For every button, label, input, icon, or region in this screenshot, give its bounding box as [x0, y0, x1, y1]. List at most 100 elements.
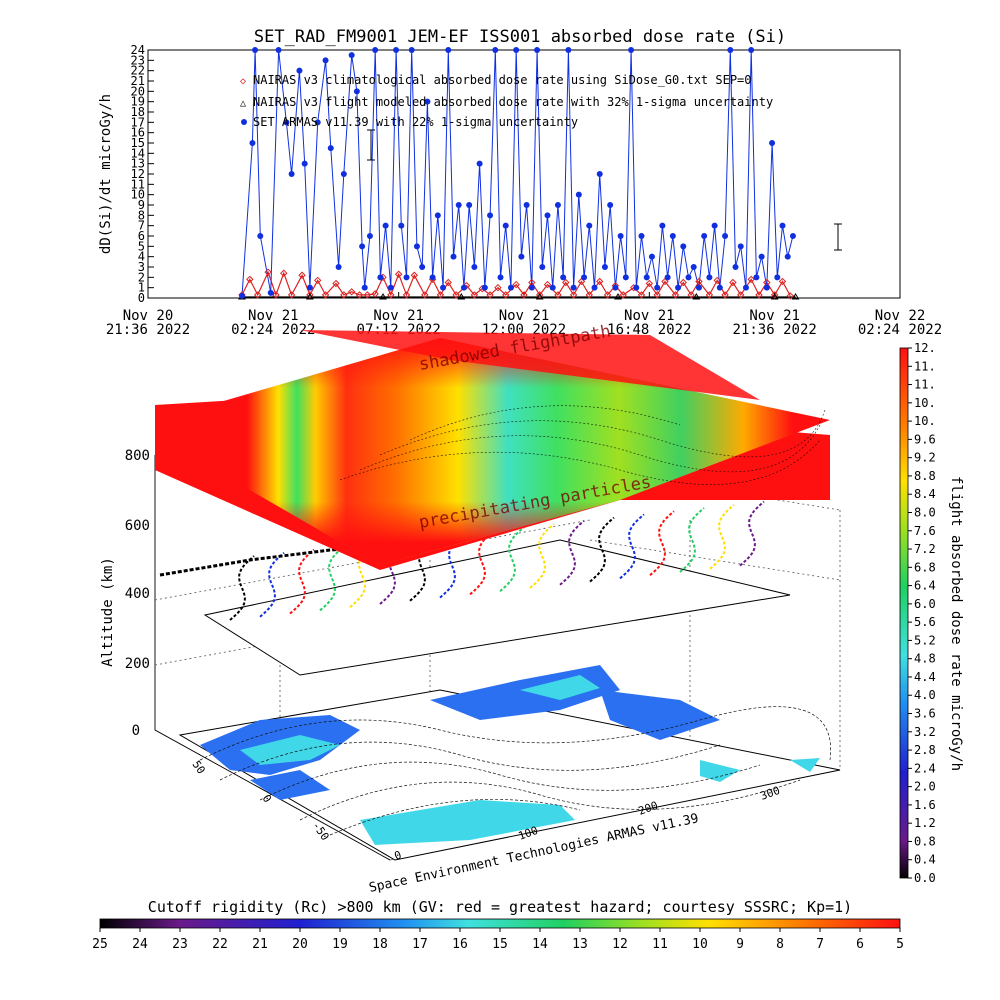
y-tick-label: 10 — [131, 188, 145, 202]
point-climatological — [661, 277, 669, 286]
colorbar-bottom-tick-label: 15 — [492, 937, 508, 952]
colorbar-right-tick-label: 12. — [914, 341, 936, 355]
point-armas — [716, 284, 723, 291]
x-tick-day: Nov 21 — [248, 308, 299, 324]
point-armas — [419, 264, 426, 270]
point-armas — [774, 274, 781, 281]
x-tick-day: Nov 20 — [123, 308, 174, 324]
point-climatological — [637, 291, 646, 299]
colorbar-right-tick-label: 8.4 — [914, 487, 936, 501]
point-climatological — [246, 275, 254, 284]
point-armas — [523, 202, 530, 208]
x-tick-day: Nov 21 — [749, 308, 800, 324]
point-climatological — [737, 291, 745, 299]
point-climatological — [321, 291, 330, 299]
colorbar-bottom-tick-label: 6 — [856, 937, 864, 952]
point-climatological — [253, 291, 262, 299]
x-tick-time: 21:36 2022 — [733, 322, 817, 338]
point-armas — [617, 233, 624, 239]
point-armas — [607, 202, 614, 208]
colorbar-right-tick-label: 4.8 — [914, 652, 936, 666]
point-armas — [732, 264, 739, 270]
point-climatological — [619, 291, 627, 299]
point-climatological — [363, 291, 372, 299]
lat-tick-0: 0 — [260, 792, 274, 805]
y-tick-label: 11 — [131, 177, 145, 191]
y-tick-label: 0 — [138, 291, 145, 305]
point-climatological — [569, 291, 578, 299]
y-tick-label: 16 — [131, 126, 145, 140]
point-climatological — [729, 278, 737, 287]
point-armas — [518, 253, 525, 260]
point-armas — [554, 202, 561, 208]
orbit-tracks — [229, 500, 765, 621]
point-armas — [353, 88, 360, 95]
point-armas — [398, 222, 405, 229]
lon-tick-100: 100 — [517, 824, 540, 843]
point-armas — [450, 253, 457, 260]
y-tick-label: 20 — [131, 84, 145, 98]
point-armas — [507, 284, 514, 291]
point-armas — [680, 243, 687, 250]
point-climatological — [394, 270, 403, 278]
colorbar-bottom-tick-label: 8 — [776, 937, 784, 952]
colorbar-right-tick-label: 9.2 — [914, 451, 936, 465]
z-tick-400: 400 — [125, 586, 150, 602]
colorbar-bottom-tick-label: 16 — [452, 937, 468, 952]
orbit-track — [739, 500, 765, 567]
colorbar-bottom-tick-label: 11 — [652, 937, 668, 952]
series-line-0 — [241, 270, 791, 297]
colorbar-right-tick-label: 1.6 — [914, 798, 936, 812]
orbit-track — [589, 516, 615, 583]
point-armas — [429, 274, 436, 281]
point-climatological — [585, 291, 593, 299]
point-armas — [742, 284, 749, 291]
x-tick-day: Nov 22 — [875, 308, 926, 324]
lon-tick-0: 0 — [393, 848, 404, 862]
point-armas — [722, 233, 729, 239]
colorbar-right-tick-label: 6.0 — [914, 597, 936, 611]
legend-item-armas: SET ARMAS v11.39 with 22% 1-sigma uncert… — [253, 115, 578, 129]
point-armas — [403, 274, 410, 281]
lon-tick-300: 300 — [759, 784, 782, 803]
y-tick-label: 19 — [131, 95, 145, 109]
orbit-track — [229, 555, 255, 621]
point-armas — [560, 274, 567, 281]
point-armas — [301, 160, 308, 167]
point-climatological — [306, 291, 314, 299]
colorbar-right-tick-label: 8.0 — [914, 505, 936, 519]
colorbar-right-ticks: 0.0 0.4 0.8 1.2 1.6 2.0 2.4 2.8 3.2 3.6 4.0 4.4 4.8 5… — [908, 341, 936, 885]
colorbar-right-tick-label: 11. — [914, 359, 936, 373]
point-climatological — [679, 278, 687, 287]
point-climatological — [332, 279, 340, 288]
point-climatological — [778, 277, 787, 286]
point-flight-modeled — [791, 292, 800, 300]
point-climatological — [770, 291, 779, 299]
point-armas — [648, 253, 655, 260]
point-armas — [340, 171, 347, 177]
point-armas — [784, 253, 791, 260]
colorbar-bottom-tick-label: 20 — [292, 937, 308, 952]
point-armas — [257, 233, 264, 239]
point-armas — [492, 47, 499, 53]
colorbar-right-tick-label: 6.4 — [914, 579, 936, 593]
point-climatological — [786, 292, 795, 300]
point-climatological — [603, 291, 612, 299]
point-armas — [789, 233, 796, 239]
x-tick-time: 02:24 2022 — [858, 322, 942, 338]
point-armas — [534, 47, 541, 53]
point-armas — [283, 119, 290, 126]
point-flight-modeled — [614, 292, 622, 300]
point-armas — [711, 222, 718, 229]
colorbar-right-tick-label: 11. — [914, 378, 936, 392]
colorbar-bottom-tick-label: 7 — [816, 937, 824, 952]
point-armas — [565, 47, 572, 53]
point-armas — [327, 145, 334, 152]
altitude-3d-plot: 0 200 400 600 800 Altitude (km) — [100, 321, 841, 896]
colorbar-bottom-ticks: 25 24 23 22 21 20 19 18 17 16 15 14 13 12 11 10 9 8 7 6 5 — [92, 928, 904, 952]
colorbar-bottom-tick-label: 10 — [692, 937, 708, 952]
point-climatological — [444, 278, 452, 287]
radiation-slab — [154, 330, 830, 570]
point-armas — [669, 233, 676, 239]
